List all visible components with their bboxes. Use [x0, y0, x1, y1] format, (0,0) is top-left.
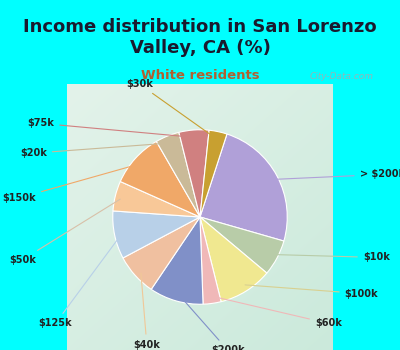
- Wedge shape: [200, 217, 221, 304]
- Text: $20k: $20k: [20, 143, 167, 158]
- Wedge shape: [200, 134, 287, 241]
- Text: $60k: $60k: [214, 297, 342, 328]
- Text: $10k: $10k: [273, 252, 390, 262]
- Wedge shape: [200, 130, 227, 217]
- Text: $30k: $30k: [126, 79, 214, 137]
- Text: $200k: $200k: [180, 296, 244, 350]
- Text: White residents: White residents: [141, 69, 259, 82]
- Wedge shape: [113, 211, 200, 258]
- Text: > $200k: > $200k: [273, 169, 400, 180]
- Wedge shape: [123, 217, 200, 289]
- Text: $40k: $40k: [133, 273, 160, 350]
- Text: $100k: $100k: [245, 285, 378, 299]
- Wedge shape: [200, 217, 267, 302]
- Text: $75k: $75k: [27, 118, 192, 137]
- Text: $150k: $150k: [2, 164, 138, 203]
- Wedge shape: [179, 130, 209, 217]
- Wedge shape: [151, 217, 203, 304]
- Wedge shape: [156, 132, 200, 217]
- Text: $125k: $125k: [39, 236, 120, 328]
- Wedge shape: [120, 141, 200, 217]
- Text: City-Data.com: City-Data.com: [310, 72, 374, 81]
- Text: Income distribution in San Lorenzo
Valley, CA (%): Income distribution in San Lorenzo Valle…: [23, 18, 377, 57]
- Wedge shape: [113, 182, 200, 217]
- Text: $50k: $50k: [9, 199, 120, 265]
- Wedge shape: [200, 217, 284, 273]
